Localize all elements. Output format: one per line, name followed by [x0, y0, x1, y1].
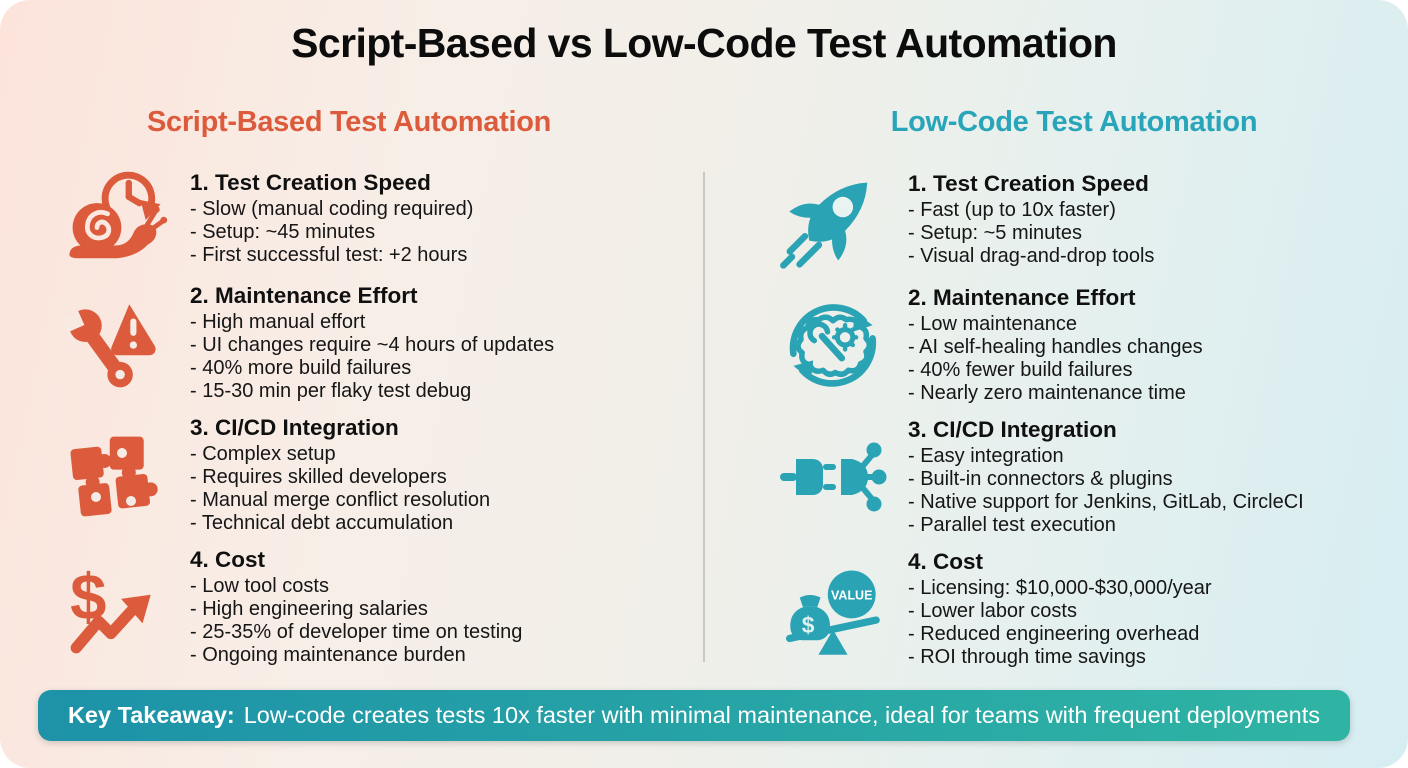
bullet: - 40% more build failures: [190, 357, 412, 379]
bullet: - 40% fewer build failures: [908, 359, 1133, 381]
bullet: - First successful test: +2 hours: [190, 243, 468, 266]
section-title: 3. CI/CD Integration: [190, 415, 399, 440]
section-lowcode-speed: 1. Test Creation Speed - Fast (up to 10x…: [758, 165, 1390, 273]
bullet: - Slow (manual coding required): [190, 197, 474, 220]
bullet: - Built-in connectors & plugins: [908, 468, 1173, 490]
bullet: - High manual effort: [190, 311, 366, 333]
bullet: - 15-30 min per flaky test debug: [190, 380, 472, 402]
section-title: 4. Cost: [190, 547, 266, 572]
bullet: - Low tool costs: [190, 575, 329, 597]
value-scale-icon: $ VALUE: [758, 557, 908, 661]
puzzle-pieces-icon: [40, 425, 190, 525]
script-based-column: Script-Based Test Automation: [40, 106, 658, 679]
snail-clock-icon: [40, 165, 190, 271]
bag-dollar-glyph: $: [802, 612, 815, 638]
section-script-maintenance: 2. Maintenance Effort - High manual effo…: [40, 283, 658, 403]
section-script-cicd: 3. CI/CD Integration - Complex setup - R…: [40, 415, 658, 535]
bullet: - Manual merge conflict resolution: [190, 489, 491, 511]
value-badge-label: VALUE: [831, 589, 872, 603]
bullet: - Ongoing maintenance burden: [190, 644, 466, 666]
section-title: 2. Maintenance Effort: [190, 283, 418, 308]
takeaway-label: Key Takeaway:: [67, 702, 235, 728]
section-script-speed: 1. Test Creation Speed - Slow (manual co…: [40, 165, 658, 271]
bullet: - 25-35% of developer time on testing: [190, 621, 523, 643]
bullet: - Parallel test execution: [908, 514, 1116, 536]
key-takeaway-banner: Key Takeaway: Low-code creates tests 10x…: [38, 690, 1350, 741]
bullet: - Nearly zero maintenance time: [908, 382, 1186, 404]
bullet: - Requires skilled developers: [190, 466, 447, 488]
section-title: 3. CI/CD Integration: [908, 417, 1117, 442]
bullet: - Setup: ~5 minutes: [908, 221, 1082, 244]
rocket-icon: [758, 165, 908, 273]
section-lowcode-cost: $ VALUE 4. Cost - Licensing: $10,000-$30…: [758, 549, 1390, 669]
wrench-warning-icon: [40, 292, 190, 394]
bullet: - Fast (up to 10x faster): [908, 198, 1116, 221]
column-divider: [703, 172, 705, 662]
bullet: - Easy integration: [908, 445, 1064, 467]
bullet: - Lower labor costs: [908, 600, 1077, 622]
bullet: - Complex setup: [190, 443, 336, 465]
bullet: - Setup: ~45 minutes: [190, 220, 376, 243]
page-title: Script-Based vs Low-Code Test Automation: [291, 20, 1117, 66]
bullet: - UI changes require ~4 hours of updates: [190, 334, 555, 356]
low-code-heading: Low-Code Test Automation: [890, 106, 1258, 138]
low-code-column: Low-Code Test Automation 1. Test Creatio: [758, 106, 1390, 681]
bullet: - AI self-healing handles changes: [908, 336, 1203, 358]
bullet: - High engineering salaries: [190, 598, 428, 620]
plug-integration-icon: [758, 427, 908, 527]
bullet: - Licensing: $10,000-$30,000/year: [908, 577, 1212, 599]
section-title: 1. Test Creation Speed: [908, 170, 1149, 196]
section-title: 2. Maintenance Effort: [908, 285, 1136, 310]
bullet: - Visual drag-and-drop tools: [908, 244, 1155, 267]
section-title: 4. Cost: [908, 549, 984, 574]
bullet: - Reduced engineering overhead: [908, 623, 1200, 645]
bullet: - ROI through time savings: [908, 646, 1146, 668]
bullet: - Technical debt accumulation: [190, 512, 454, 534]
section-script-cost: $ 4. Cost - Low tool costs - High engine…: [40, 547, 658, 667]
takeaway-text: Low-code creates tests 10x faster with m…: [243, 702, 1321, 728]
dollar-trend-icon: $: [40, 556, 190, 658]
bullet: - Low maintenance: [908, 313, 1077, 335]
bullet: - Native support for Jenkins, GitLab, Ci…: [908, 491, 1304, 513]
section-lowcode-cicd: 3. CI/CD Integration - Easy integration …: [758, 417, 1390, 537]
section-title: 1. Test Creation Speed: [190, 169, 431, 195]
section-lowcode-maintenance: 2. Maintenance Effort - Low maintenance …: [758, 285, 1390, 405]
brain-refresh-icon: [758, 290, 908, 400]
script-based-heading: Script-Based Test Automation: [146, 106, 552, 138]
